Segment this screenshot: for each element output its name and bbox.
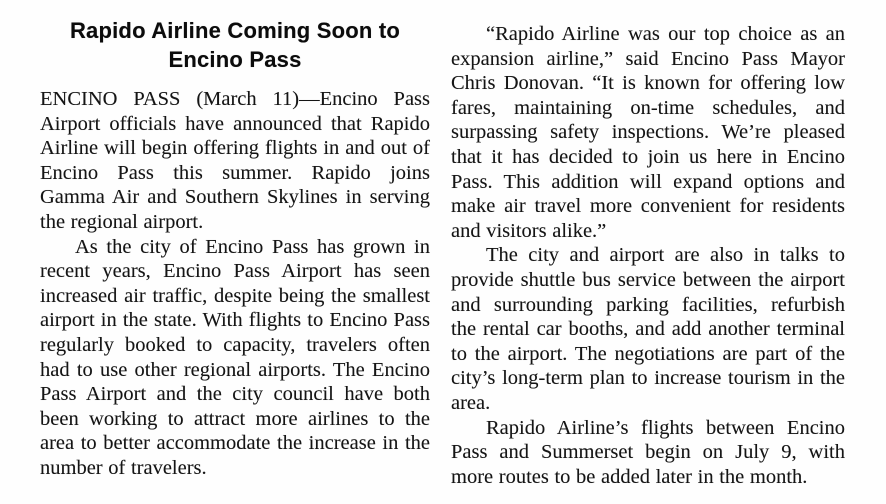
article-paragraph: As the city of Encino Pass has grown in … xyxy=(40,235,430,479)
article-right-column: “Rapido Airline was our top choice as an… xyxy=(451,13,845,504)
article-headline: Rapido Airline Coming Soon to Encino Pas… xyxy=(69,18,401,72)
article-paragraph-dateline: ENCINO PASS (March 11)—Encino Pass Airpo… xyxy=(40,88,430,233)
article-paragraph: The city and airport are also in talks t… xyxy=(451,244,845,414)
article-paragraph-quote: “Rapido Airline was our top choice as an… xyxy=(451,23,845,242)
article-left-column: Rapido Airline Coming Soon to Encino Pas… xyxy=(40,13,430,504)
article-paragraph: Rapido Airline’s flights between Encino … xyxy=(451,416,845,488)
